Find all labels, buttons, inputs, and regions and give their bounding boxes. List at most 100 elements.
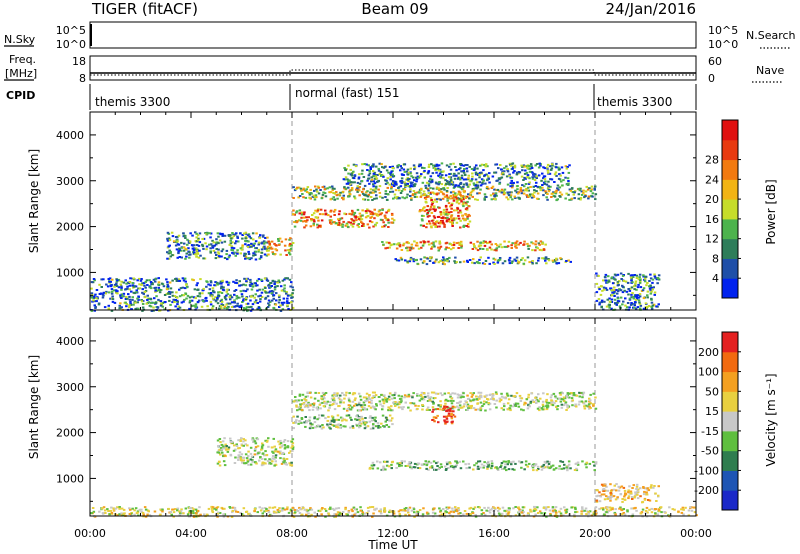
data-cell xyxy=(309,508,312,511)
data-cell xyxy=(150,287,153,290)
data-cell xyxy=(235,282,238,284)
data-cell xyxy=(353,211,357,214)
data-cell xyxy=(347,399,351,402)
data-cell xyxy=(503,188,507,191)
data-cell xyxy=(178,513,182,516)
data-cell xyxy=(556,405,560,407)
data-cell xyxy=(336,392,339,395)
data-cell xyxy=(205,285,208,288)
data-cell xyxy=(574,511,577,514)
data-cell xyxy=(228,254,231,257)
data-cell xyxy=(260,291,264,294)
data-cell xyxy=(269,282,273,284)
data-cell xyxy=(285,458,289,460)
data-cell xyxy=(579,187,582,190)
data-cell xyxy=(164,301,167,303)
data-cell xyxy=(348,400,352,403)
data-cell xyxy=(558,191,562,194)
data-cell xyxy=(266,236,269,239)
data-cell xyxy=(120,297,123,299)
data-cell xyxy=(329,210,332,213)
data-cell xyxy=(439,220,442,223)
data-cell xyxy=(633,285,636,288)
data-cell xyxy=(278,306,281,308)
data-cell xyxy=(502,396,506,399)
data-cell xyxy=(240,284,243,287)
data-cell xyxy=(384,196,387,198)
data-cell xyxy=(283,244,287,247)
data-cell xyxy=(221,234,225,237)
data-cell xyxy=(457,211,460,214)
data-cell xyxy=(244,255,248,258)
data-cell xyxy=(367,177,370,180)
data-cell xyxy=(163,294,167,296)
data-cell xyxy=(332,192,335,194)
data-cell xyxy=(409,195,412,197)
data-cell xyxy=(613,290,616,293)
data-cell xyxy=(535,190,538,193)
data-cell xyxy=(536,192,540,195)
data-cell xyxy=(265,440,269,443)
data-cell xyxy=(503,405,506,408)
data-cell xyxy=(520,175,524,178)
data-cell xyxy=(466,261,469,263)
data-cell xyxy=(422,398,426,401)
data-cell xyxy=(358,416,362,419)
data-cell xyxy=(574,403,577,406)
data-cell xyxy=(92,299,95,302)
data-cell xyxy=(448,165,451,168)
data-cell xyxy=(312,403,316,406)
data-cell xyxy=(226,450,230,453)
data-cell xyxy=(308,196,311,199)
data-cell xyxy=(229,234,232,237)
data-cell xyxy=(454,192,457,195)
data-cell xyxy=(558,392,562,395)
data-cell xyxy=(610,294,614,297)
data-cell xyxy=(282,297,286,300)
data-cell xyxy=(149,298,153,301)
data-cell xyxy=(328,404,332,407)
data-cell xyxy=(180,246,184,249)
data-cell xyxy=(358,182,362,185)
data-cell xyxy=(471,248,475,250)
data-cell xyxy=(171,235,175,238)
data-cell xyxy=(633,304,636,307)
data-cell xyxy=(390,187,393,190)
data-cell xyxy=(263,277,267,280)
data-cell xyxy=(501,171,505,174)
data-cell xyxy=(487,256,490,259)
data-cell xyxy=(655,305,658,308)
data-cell xyxy=(98,510,101,513)
data-cell xyxy=(454,460,457,463)
data-cell xyxy=(208,288,212,291)
data-cell xyxy=(415,178,419,181)
data-cell xyxy=(169,252,172,255)
data-cell xyxy=(544,259,547,262)
data-cell xyxy=(491,396,494,399)
data-cell xyxy=(171,291,174,294)
data-cell xyxy=(524,463,528,466)
data-cell xyxy=(133,292,137,295)
data-cell xyxy=(291,306,295,309)
data-cell xyxy=(464,178,468,181)
data-cell xyxy=(610,301,614,303)
data-cell xyxy=(507,468,511,471)
data-cell xyxy=(452,241,456,244)
data-cell xyxy=(352,177,356,180)
data-cell xyxy=(536,185,540,188)
data-cell xyxy=(234,242,237,245)
data-cell xyxy=(355,418,359,421)
data-cell xyxy=(242,307,246,310)
data-cell xyxy=(356,216,359,219)
data-cell xyxy=(490,243,493,246)
data-cell xyxy=(361,417,364,420)
data-cell xyxy=(329,191,333,194)
data-cell xyxy=(565,508,569,511)
data-cell xyxy=(517,191,520,194)
data-cell xyxy=(293,189,297,192)
data-cell xyxy=(431,245,434,248)
data-cell xyxy=(468,197,471,200)
data-cell xyxy=(543,183,547,185)
noise-tick-right-bottom: 10^0 xyxy=(708,38,738,51)
data-cell xyxy=(496,188,500,191)
